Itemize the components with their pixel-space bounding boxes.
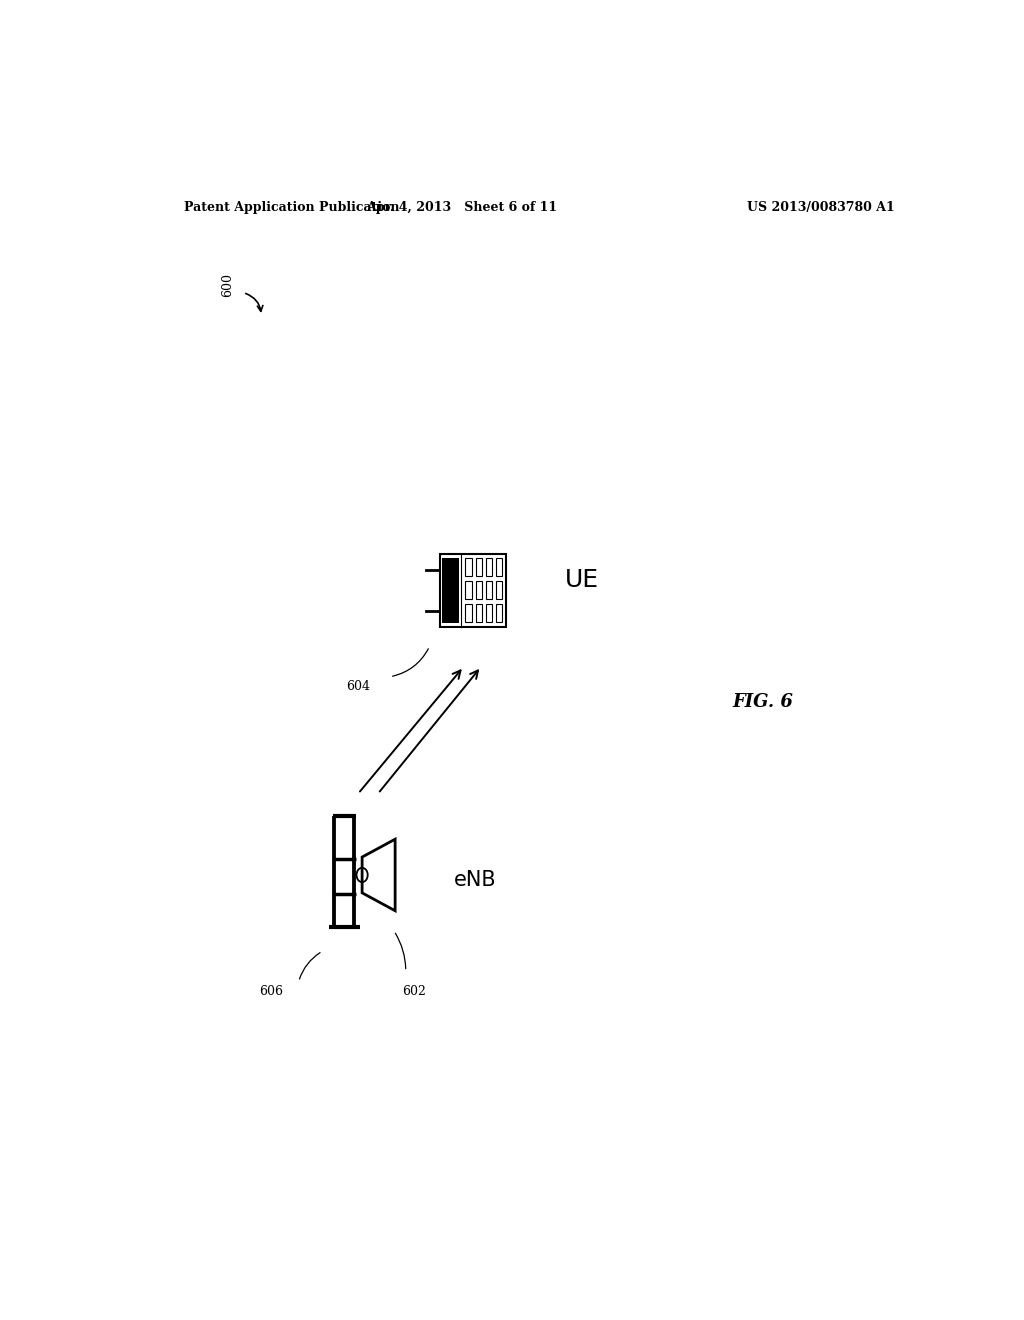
Bar	[485, 558, 492, 577]
Bar	[440, 554, 506, 627]
Text: 606: 606	[259, 985, 283, 998]
Bar	[496, 605, 502, 622]
Text: Patent Application Publication: Patent Application Publication	[183, 201, 399, 214]
Bar	[485, 581, 492, 599]
Bar	[475, 581, 481, 599]
Polygon shape	[362, 840, 395, 911]
Bar	[496, 581, 502, 599]
Bar	[475, 605, 481, 622]
Text: UE: UE	[564, 568, 599, 593]
Text: 600: 600	[221, 273, 233, 297]
Bar	[442, 557, 460, 623]
Bar	[475, 558, 481, 577]
FancyArrowPatch shape	[395, 933, 406, 969]
Bar	[465, 605, 472, 622]
FancyArrowPatch shape	[246, 293, 263, 312]
FancyArrowPatch shape	[392, 648, 428, 676]
Text: eNB: eNB	[454, 870, 496, 890]
FancyArrowPatch shape	[299, 953, 321, 979]
Bar	[465, 558, 472, 577]
Text: FIG. 6: FIG. 6	[732, 693, 794, 711]
Bar	[465, 581, 472, 599]
Bar	[485, 605, 492, 622]
Text: 602: 602	[401, 985, 426, 998]
Text: US 2013/0083780 A1: US 2013/0083780 A1	[748, 201, 895, 214]
Text: Apr. 4, 2013   Sheet 6 of 11: Apr. 4, 2013 Sheet 6 of 11	[366, 201, 557, 214]
Text: 604: 604	[346, 680, 370, 693]
Bar	[496, 558, 502, 577]
